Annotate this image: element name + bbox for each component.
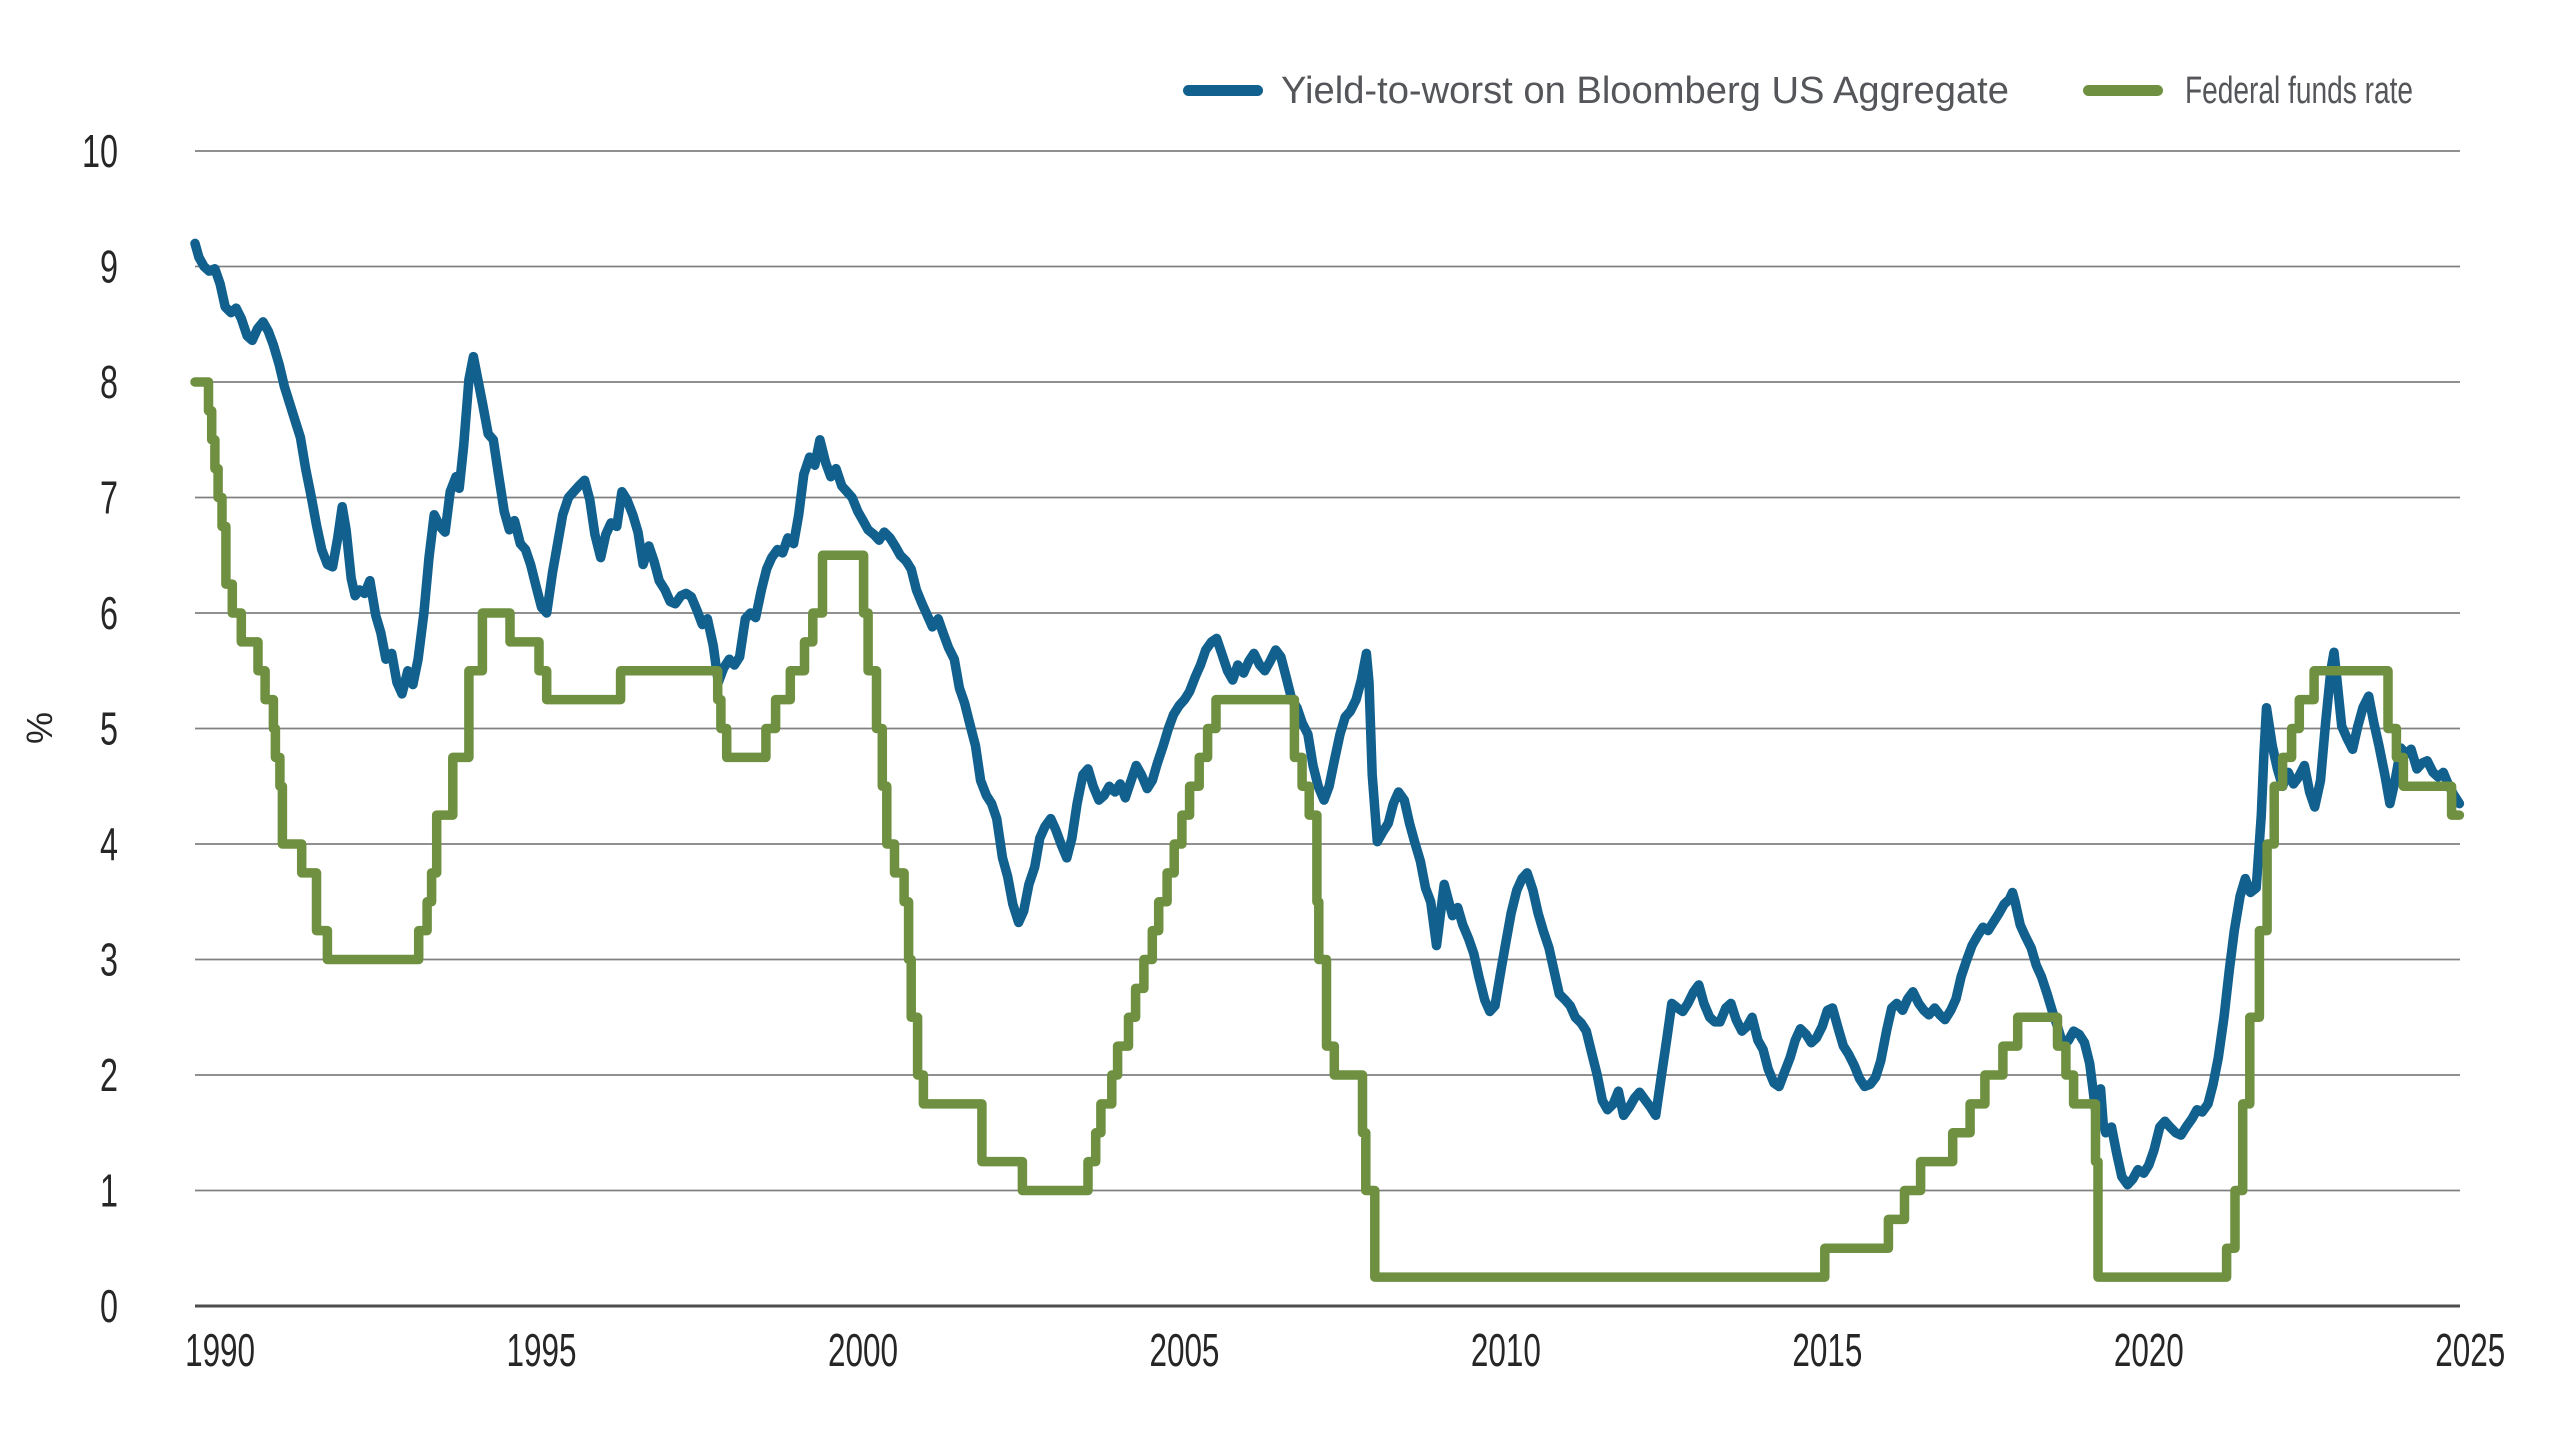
legend-item-yield: Yield-to-worst on Bloomberg US Aggregate <box>1183 70 2009 112</box>
x-axis-labels: 1990 1995 2000 2005 2010 2015 2020 2025 <box>185 1324 2505 1376</box>
legend-label-fedfunds: Federal funds rate <box>2185 70 2413 112</box>
x-tick-2010: 2010 <box>1471 1324 1541 1376</box>
y-tick-1: 1 <box>100 1165 118 1217</box>
gridlines <box>195 150 2460 1308</box>
x-tick-2005: 2005 <box>1149 1324 1219 1376</box>
legend-item-fedfunds: Federal funds rate <box>2083 70 2413 112</box>
x-tick-1995: 1995 <box>507 1324 577 1376</box>
series-line-fedfunds <box>190 377 2465 1282</box>
y-tick-7: 7 <box>100 472 118 524</box>
x-tick-1990: 1990 <box>185 1324 255 1376</box>
legend-swatch-fedfunds-icon <box>2083 85 2163 96</box>
x-tick-2025: 2025 <box>2435 1324 2505 1376</box>
x-tick-2020: 2020 <box>2114 1324 2184 1376</box>
legend-swatch-yield-icon <box>1183 85 1263 96</box>
y-tick-8: 8 <box>100 356 118 408</box>
y-tick-9: 9 <box>100 241 118 293</box>
x-tick-2015: 2015 <box>1792 1324 1862 1376</box>
series-lines <box>190 238 2465 1282</box>
y-axis-title: % <box>19 712 60 744</box>
y-tick-5: 5 <box>100 703 118 755</box>
y-tick-4: 4 <box>100 818 118 870</box>
y-axis-labels: 0 1 2 3 4 5 6 7 8 9 10 <box>82 125 118 1332</box>
legend-label-yield: Yield-to-worst on Bloomberg US Aggregate <box>1281 70 2009 112</box>
y-tick-0: 0 <box>100 1280 118 1332</box>
y-tick-2: 2 <box>100 1049 118 1101</box>
legend: Yield-to-worst on Bloomberg US Aggregate… <box>1183 70 2413 112</box>
y-tick-6: 6 <box>100 587 118 639</box>
y-tick-3: 3 <box>100 934 118 986</box>
y-tick-10: 10 <box>82 125 118 177</box>
x-tick-2000: 2000 <box>828 1324 898 1376</box>
